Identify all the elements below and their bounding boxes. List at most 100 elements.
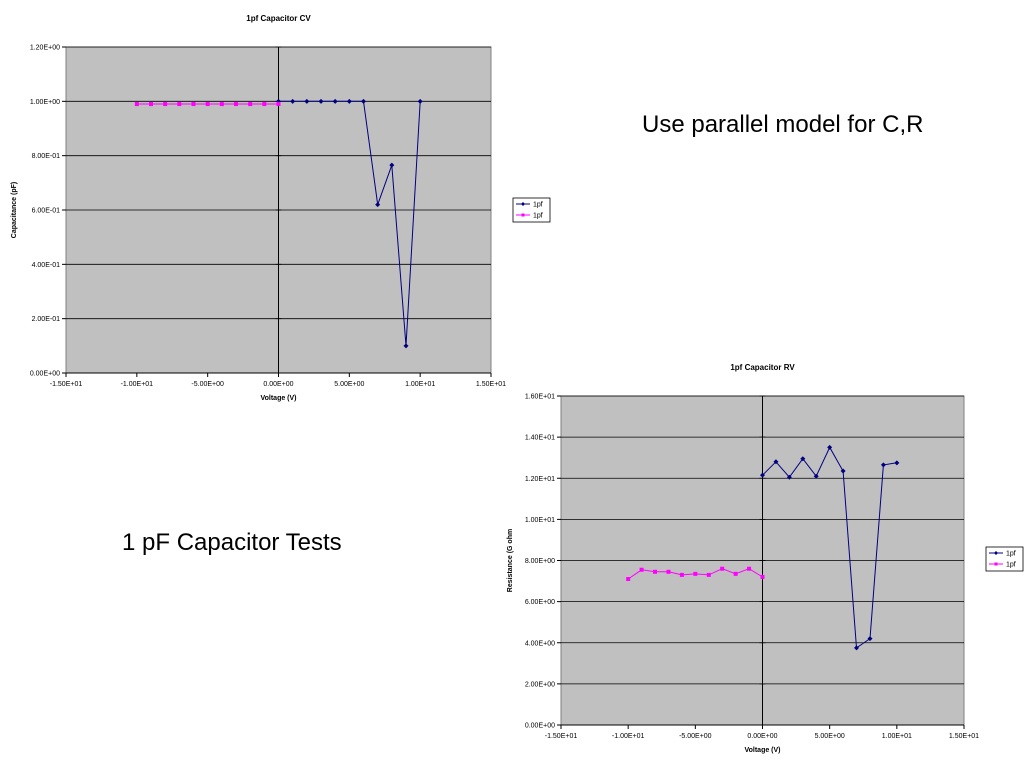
rv-x-tick-label: 1.50E+01: [949, 733, 979, 740]
rv-y-tick-label: 2.00E+00: [525, 681, 555, 688]
rv-data-point: [760, 472, 765, 478]
cv-x-axis-label: Voltage (V): [260, 395, 296, 402]
cv-legend: 1pf 1pf: [512, 197, 551, 223]
cv-data-point: [134, 102, 139, 107]
cv-x-tick-label: 0.00E+00: [263, 381, 293, 388]
cv-chart: 0.00E+00 2.00E-01 4.00E-01 6.00E-01 8.00E-01…: [11, 14, 551, 402]
rv-chart-title: 1pf Capacitor RV: [730, 363, 795, 372]
rv-y-tick-label: 0.00E+00: [525, 723, 555, 730]
cv-y-tick-label: 0.00E+00: [30, 371, 60, 378]
cv-y-tick-label: 6.00E-01: [32, 208, 61, 215]
rv-data-point: [679, 572, 684, 577]
cv-data-point: [163, 102, 168, 107]
rv-data-point: [813, 473, 819, 479]
rv-data-point: [840, 468, 846, 474]
rv-data-point: [800, 456, 806, 462]
rv-data-point: [706, 572, 711, 577]
rv-data-point: [867, 636, 873, 642]
rv-data-point: [760, 574, 765, 579]
rv-chart: 0.00E+00 2.00E+00 4.00E+00 6.00E+00 8.00E+00…: [507, 363, 1024, 754]
cv-data-point: [234, 102, 238, 107]
rv-x-axis-label: Voltage (V): [744, 747, 780, 754]
slide-heading: 1 pF Capacitor Tests: [122, 529, 342, 556]
rv-y-tick-label: 1.00E+01: [525, 517, 555, 524]
rv-x-tick-label: 0.00E+00: [747, 733, 777, 740]
rv-series-2: [626, 566, 765, 582]
cv-data-point: [417, 98, 423, 104]
cv-x-tick-label: -1.50E+01: [50, 381, 83, 388]
rv-y-tick-label: 1.60E+01: [525, 394, 555, 401]
cv-data-point: [219, 102, 224, 107]
cv-legend-box: [512, 197, 551, 223]
rv-y-tick-label: 6.00E+00: [525, 599, 555, 606]
cv-legend-marker: [521, 213, 525, 217]
cv-legend-label: 1pf: [533, 202, 543, 209]
cv-data-point: [389, 162, 395, 168]
rv-y-tick-label: 1.20E+01: [525, 476, 555, 483]
cv-data-point: [262, 102, 267, 107]
cv-x-tick-label: 1.00E+01: [405, 381, 435, 388]
rv-data-point: [626, 577, 631, 582]
rv-data-point: [854, 645, 860, 651]
cv-legend-label: 1pf: [533, 213, 543, 220]
cv-y-tick-label: 1.00E+00: [30, 99, 60, 106]
cv-data-point: [205, 102, 210, 107]
cv-data-point: [304, 98, 310, 104]
cv-y-tick-label: 2.00E-01: [32, 316, 61, 323]
cv-data-point: [332, 98, 338, 104]
cv-data-point: [191, 102, 196, 107]
rv-data-point: [827, 444, 833, 450]
cv-data-point: [248, 102, 253, 107]
cv-x-tick-label: 1.50E+01: [476, 381, 506, 388]
cv-data-point: [177, 102, 182, 107]
rv-legend-marker: [994, 551, 998, 555]
cv-x-tick-label: -5.00E+00: [191, 381, 224, 388]
rv-data-point: [666, 569, 671, 574]
rv-legend-marker: [994, 562, 998, 566]
model-note-text: Use parallel model for C,R: [642, 111, 924, 138]
cv-data-point: [290, 98, 296, 104]
rv-y-tick-label: 8.00E+00: [525, 558, 555, 565]
cv-y-tick-label: 4.00E-01: [32, 262, 61, 269]
rv-data-point: [653, 569, 658, 574]
cv-legend-marker: [521, 202, 525, 206]
rv-data-point: [639, 567, 644, 572]
rv-x-tick-label: -5.00E+00: [679, 733, 712, 740]
cv-data-point: [361, 98, 366, 104]
rv-x-tick-label: 5.00E+00: [815, 733, 845, 740]
rv-y-tick-label: 4.00E+00: [525, 640, 555, 647]
rv-data-point: [894, 460, 900, 466]
rv-legend-label: 1pf: [1006, 551, 1016, 558]
rv-data-point: [720, 566, 725, 571]
rv-x-tick-label: 1.00E+01: [882, 733, 912, 740]
cv-data-point: [149, 102, 153, 107]
rv-data-point: [773, 459, 779, 465]
cv-data-point: [375, 202, 381, 208]
rv-x-tick-label: -1.50E+01: [545, 733, 578, 740]
rv-x-tick-label: -1.00E+01: [612, 733, 645, 740]
rv-y-axis-label: Resistance (G ohm: [507, 529, 514, 592]
cv-series-2: [134, 102, 281, 107]
cv-x-tick-label: 5.00E+00: [334, 381, 364, 388]
rv-data-point: [747, 566, 752, 571]
rv-legend: 1pf 1pf: [985, 546, 1024, 572]
cv-y-tick-label: 8.00E-01: [32, 153, 61, 160]
rv-legend-label: 1pf: [1006, 562, 1016, 569]
cv-chart-title: 1pf Capacitor CV: [246, 14, 311, 23]
cv-series-1: [276, 98, 423, 349]
rv-legend-box: [985, 546, 1024, 572]
cv-x-tick-label: -1.00E+01: [121, 381, 154, 388]
rv-series-1: [760, 444, 900, 651]
rv-data-point: [693, 571, 698, 576]
rv-data-point: [733, 571, 738, 576]
cv-data-point: [276, 102, 281, 107]
rv-y-tick-label: 1.40E+01: [525, 435, 555, 442]
cv-y-tick-label: 1.20E+00: [30, 45, 60, 52]
rv-data-point: [880, 462, 886, 468]
cv-data-point: [318, 98, 324, 104]
cv-y-axis-label: Capacitance (pF): [11, 182, 18, 238]
cv-data-point: [346, 98, 352, 104]
rv-data-point: [786, 474, 792, 480]
cv-data-point: [403, 343, 409, 349]
